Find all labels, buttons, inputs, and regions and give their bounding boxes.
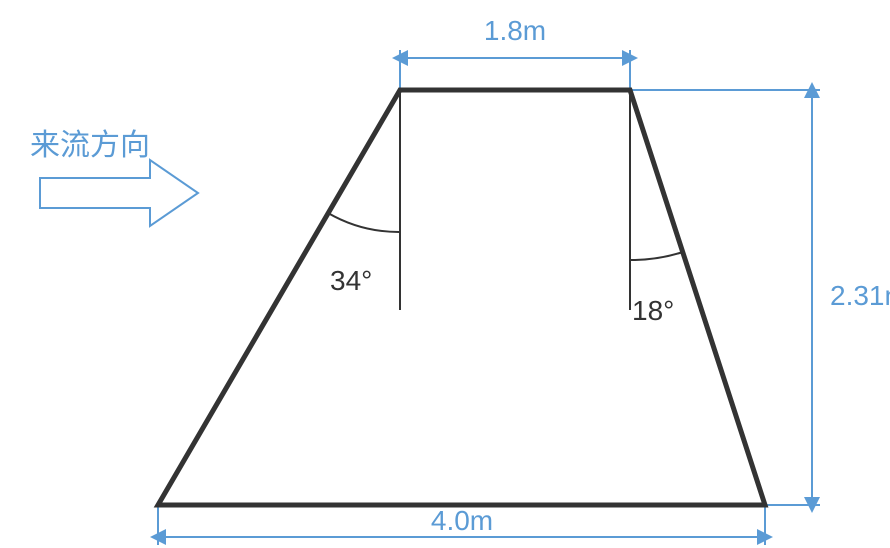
dimension-top-label: 1.8m bbox=[484, 15, 546, 46]
flow-direction-label: 来流方向 bbox=[30, 129, 150, 162]
flow-arrow-icon bbox=[40, 160, 198, 226]
dimension-bottom-label: 4.0m bbox=[431, 505, 493, 536]
flow-direction: 来流方向 bbox=[30, 129, 198, 226]
diagram-canvas: 1.8m 2.31m 4.0m 来流方向 34° 18° bbox=[0, 0, 890, 548]
angle-right-label: 18° bbox=[632, 295, 674, 326]
dimension-top: 1.8m bbox=[400, 15, 630, 90]
dimension-bottom: 4.0m bbox=[158, 505, 765, 545]
angle-left-label: 34° bbox=[330, 265, 372, 296]
angle-left: 34° bbox=[328, 90, 400, 310]
angle-right: 18° bbox=[630, 90, 683, 326]
dimension-right-label: 2.31m bbox=[830, 280, 890, 311]
